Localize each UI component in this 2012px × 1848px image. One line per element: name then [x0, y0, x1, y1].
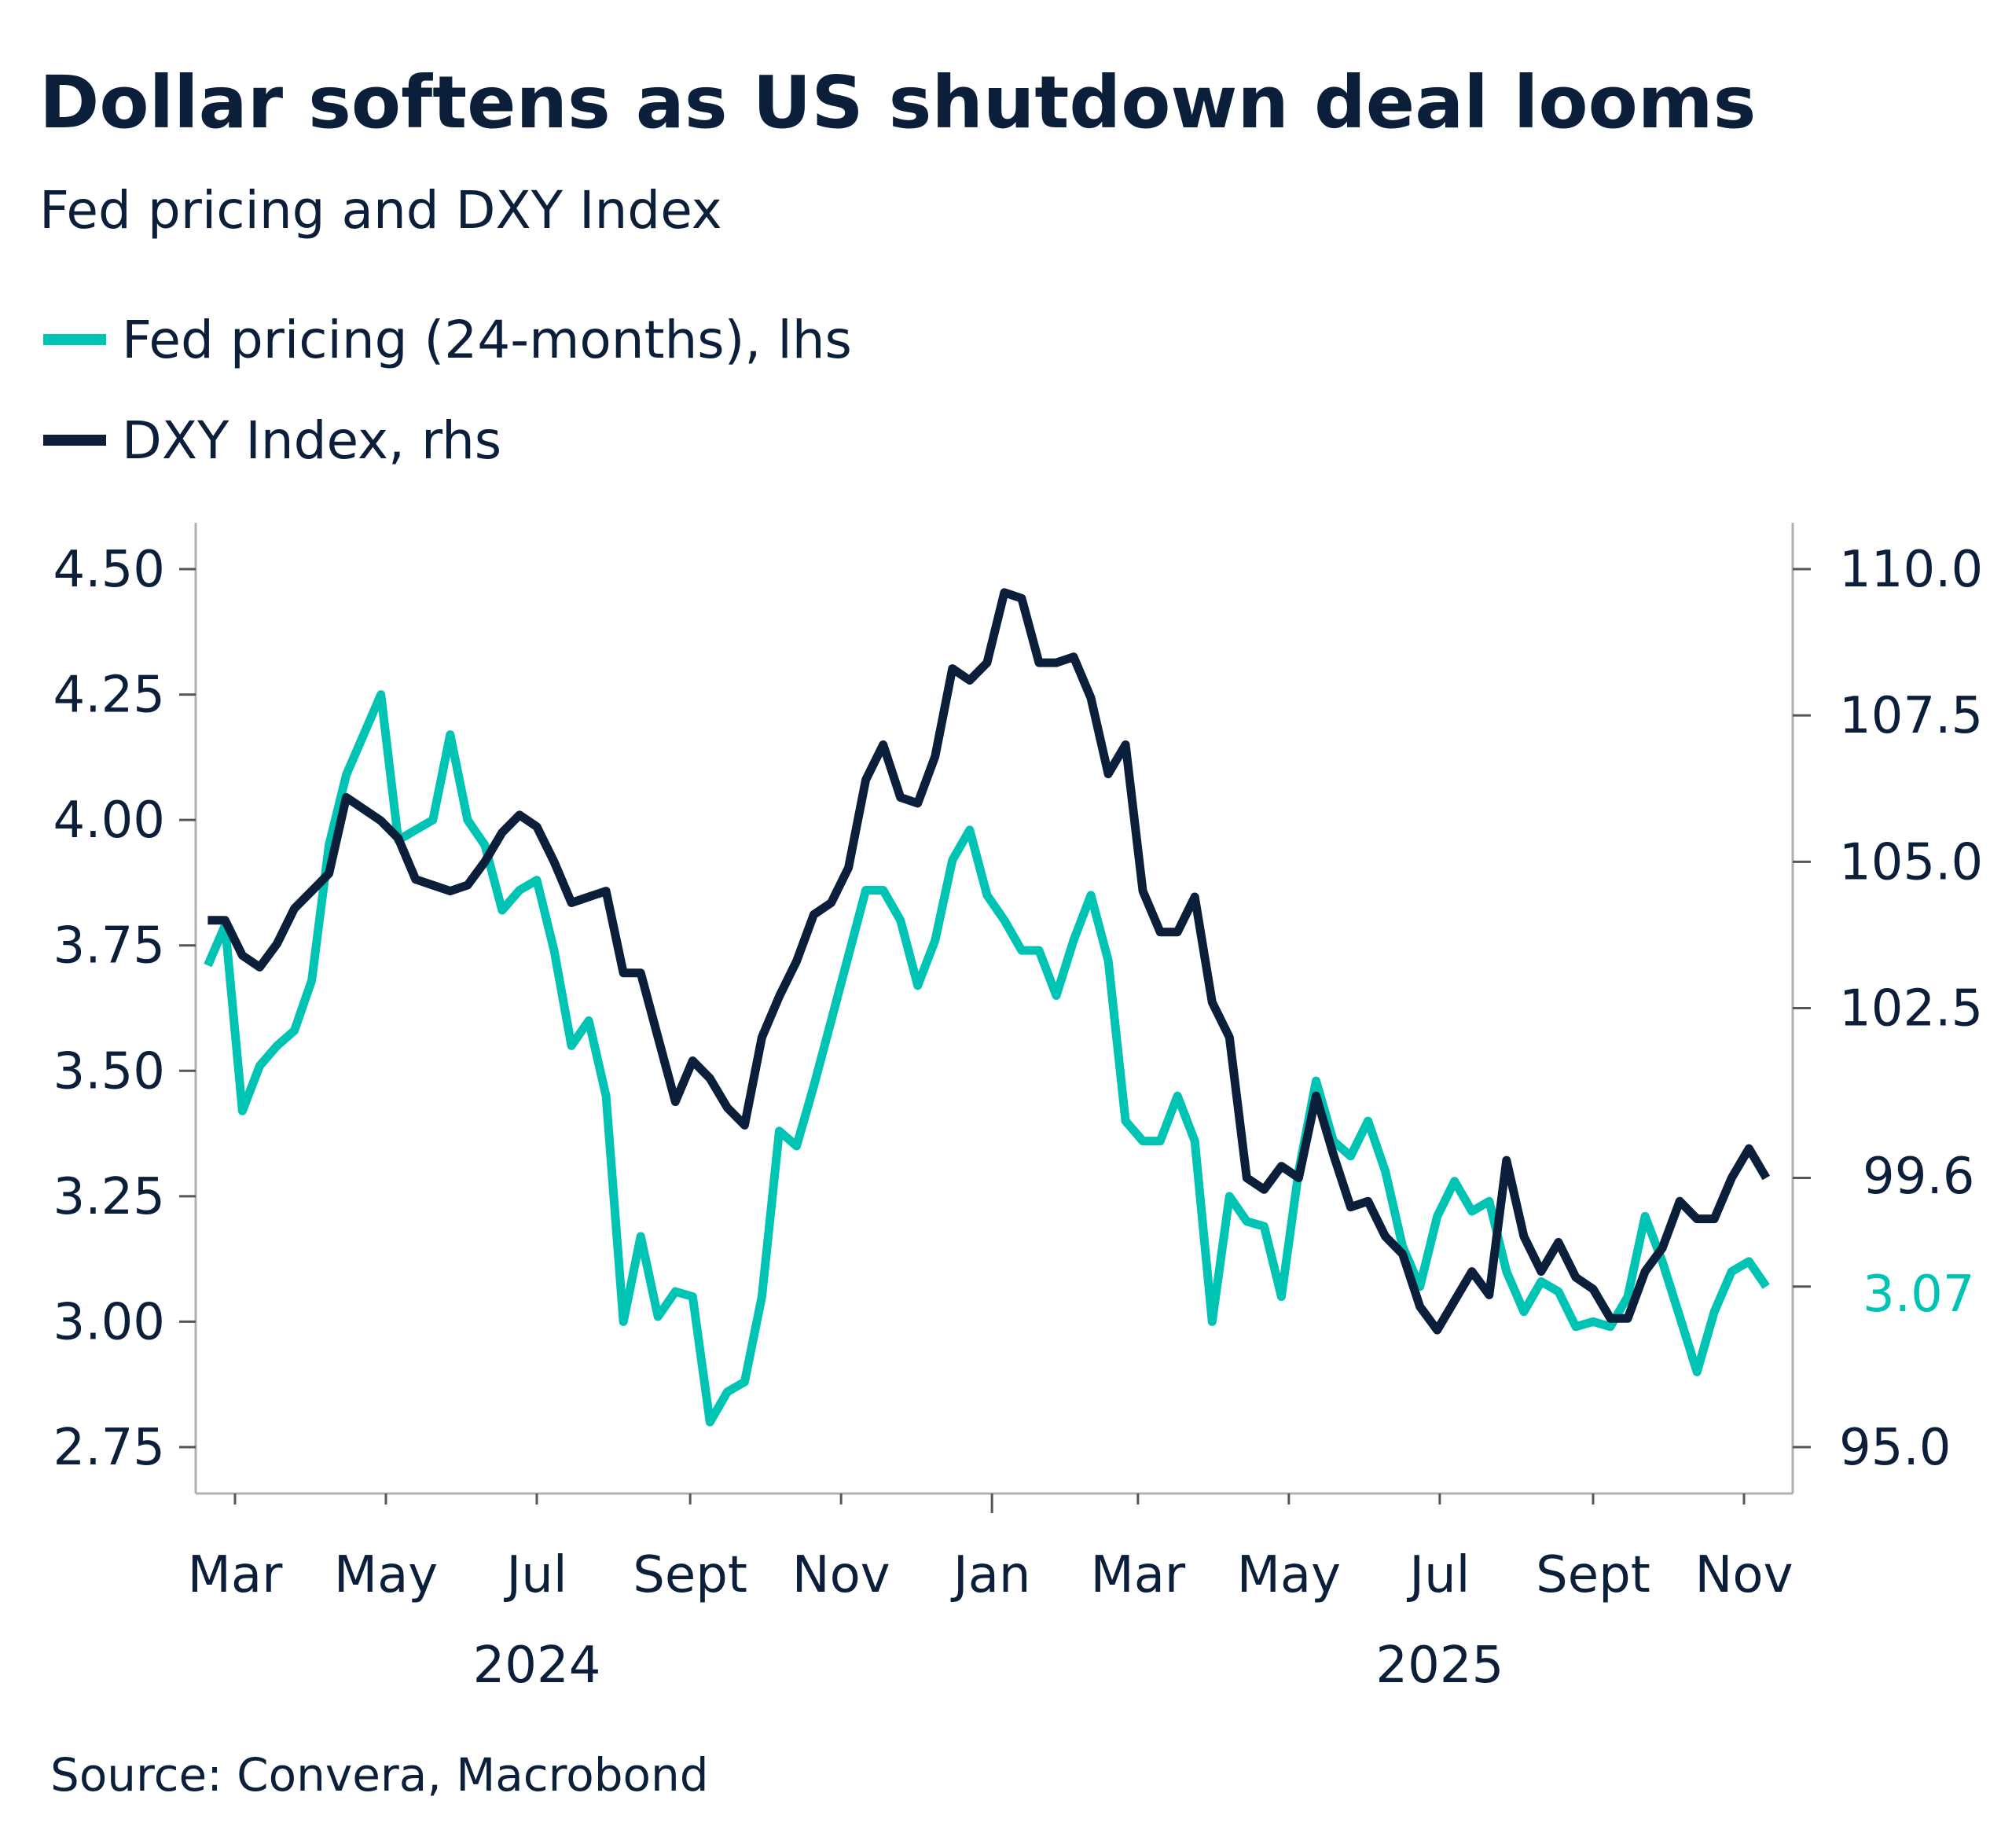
x-tick-label: Sept — [633, 1546, 747, 1604]
x-tick-label: Jul — [1406, 1546, 1470, 1604]
year-label: 2025 — [1375, 1637, 1503, 1695]
right-tick-label: 105.0 — [1839, 833, 1983, 891]
source-note: Source: Convera, Macrobond — [50, 1748, 709, 1802]
left-tick-label: 3.50 — [53, 1042, 166, 1100]
right-tick-label: 102.5 — [1839, 980, 1983, 1038]
x-tick-label: Sept — [1536, 1546, 1650, 1604]
x-tick-label: Nov — [1695, 1546, 1794, 1604]
legend-label-dxy: DXY Index, rhs — [122, 410, 501, 471]
left-tick-label: 4.25 — [53, 667, 166, 725]
left-tick-label: 3.25 — [53, 1168, 166, 1226]
chart-title: Dollar softens as US shutdown deal looms — [39, 61, 1756, 145]
year-label: 2024 — [473, 1637, 601, 1695]
x-tick-label: May — [334, 1546, 438, 1604]
left-tick-label: 2.75 — [53, 1419, 166, 1477]
fed-pricing-line — [204, 690, 1770, 1427]
left-tick-label: 3.75 — [53, 917, 166, 975]
right-tick-label: 107.5 — [1839, 687, 1983, 745]
x-tick-label: Mar — [1090, 1546, 1185, 1604]
left-tick-label: 4.50 — [53, 541, 166, 599]
fed-last-value-label: 3.07 — [1863, 1266, 1975, 1324]
dxy-last-value-label: 99.6 — [1863, 1148, 1975, 1206]
x-tick-label: Nov — [792, 1546, 890, 1604]
chart-subtitle: Fed pricing and DXY Index — [39, 180, 722, 241]
x-tick-label: May — [1237, 1546, 1341, 1604]
legend: Fed pricing (24-months), lhs DXY Index, … — [43, 310, 852, 471]
right-tick-label: 110.0 — [1839, 541, 1983, 599]
right-tick-label: 95.0 — [1839, 1419, 1951, 1477]
axes — [194, 523, 1794, 1495]
legend-label-fed: Fed pricing (24-months), lhs — [122, 310, 852, 370]
left-tick-label: 4.00 — [53, 792, 166, 850]
x-tick-label: Jan — [950, 1546, 1031, 1604]
dxy-index-line — [207, 588, 1771, 1335]
x-tick-label: Jul — [503, 1546, 567, 1604]
x-tick-label: Mar — [188, 1546, 283, 1604]
left-tick-label: 3.00 — [53, 1293, 166, 1351]
